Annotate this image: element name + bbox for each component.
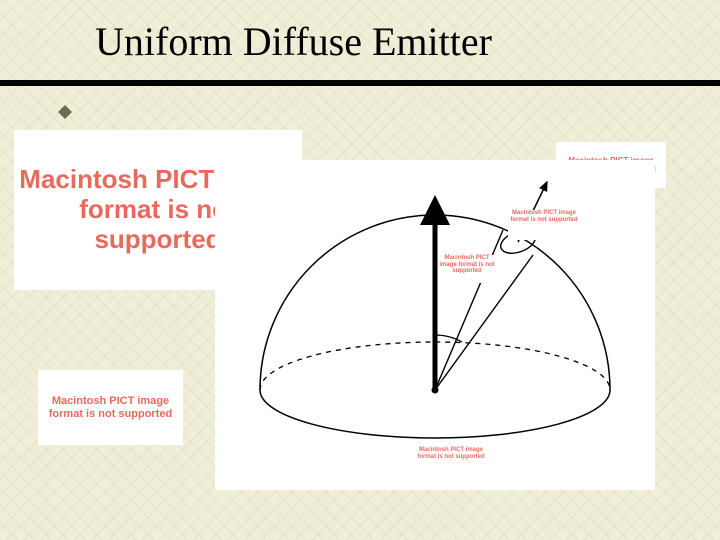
base-ellipse-front (260, 390, 610, 438)
pict-error-cone-label: Macintosh PICT image format is not suppo… (508, 210, 580, 240)
page-title: Uniform Diffuse Emitter (95, 18, 492, 65)
hemisphere-diagram: Macintosh PICT image format is not suppo… (215, 160, 655, 490)
pict-error-medium: Macintosh PICT image format is not suppo… (38, 370, 183, 445)
pict-error-bottom-label: Macintosh PICT image format is not suppo… (410, 447, 492, 479)
diagram-svg (215, 160, 655, 490)
pict-error-theta-label: Macintosh PICT image format is not suppo… (438, 255, 496, 283)
title-underline (0, 80, 720, 86)
bullet-diamond-icon (58, 105, 72, 119)
